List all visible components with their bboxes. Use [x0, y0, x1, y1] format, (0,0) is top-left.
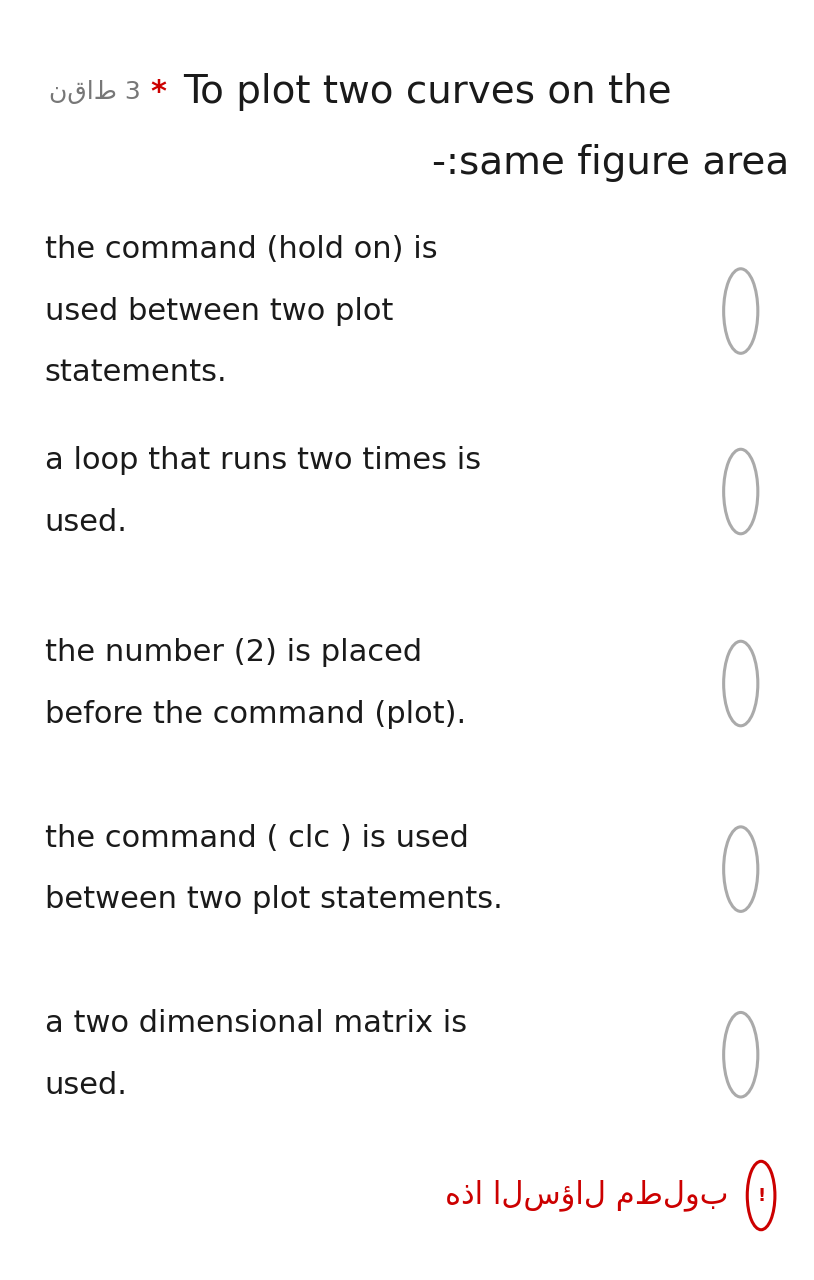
Text: *: * — [151, 78, 167, 106]
Text: the command ( clc ) is used: the command ( clc ) is used — [45, 824, 469, 852]
Text: used.: used. — [45, 1071, 128, 1100]
Text: the command (hold on) is: the command (hold on) is — [45, 236, 437, 264]
Text: the number (2) is placed: the number (2) is placed — [45, 639, 422, 667]
Text: نقاط 3: نقاط 3 — [49, 81, 141, 104]
Text: between two plot statements.: between two plot statements. — [45, 886, 502, 914]
Text: a two dimensional matrix is: a two dimensional matrix is — [45, 1010, 467, 1038]
Text: a loop that runs two times is: a loop that runs two times is — [45, 447, 481, 475]
Text: -:same figure area: -:same figure area — [432, 143, 790, 182]
Text: used between two plot: used between two plot — [45, 297, 393, 325]
Text: used.: used. — [45, 508, 128, 536]
Text: before the command (plot).: before the command (plot). — [45, 700, 466, 728]
Text: هذا السؤال مطلوب: هذا السؤال مطلوب — [445, 1180, 729, 1211]
Text: To plot two curves on the: To plot two curves on the — [183, 73, 672, 111]
Text: !: ! — [757, 1187, 765, 1204]
Text: statements.: statements. — [45, 358, 227, 387]
